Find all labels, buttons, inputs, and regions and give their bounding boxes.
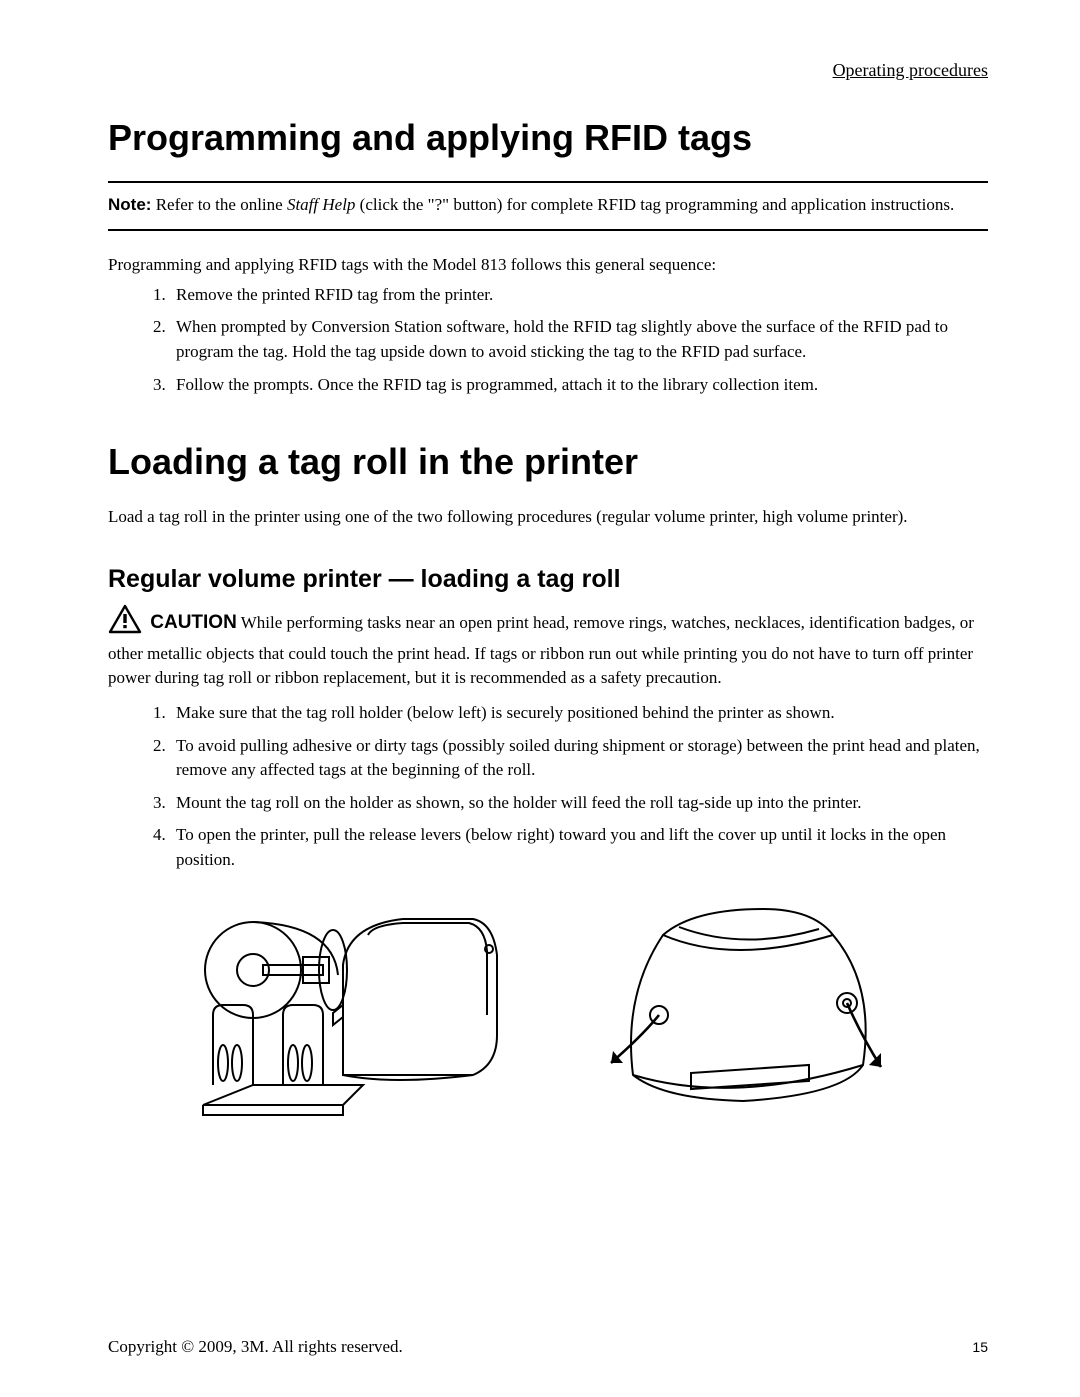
- list-item: To avoid pulling adhesive or dirty tags …: [170, 734, 988, 783]
- list-item: When prompted by Conversion Station soft…: [170, 315, 988, 364]
- list-item: Follow the prompts. Once the RFID tag is…: [170, 373, 988, 398]
- section1-steps: Remove the printed RFID tag from the pri…: [108, 283, 988, 398]
- note-label: Note:: [108, 195, 151, 214]
- running-head: Operating procedures: [108, 60, 988, 81]
- caution-block: CAUTION While performing tasks near an o…: [108, 604, 988, 691]
- list-item: Mount the tag roll on the holder as show…: [170, 791, 988, 816]
- section2-sub1-steps: Make sure that the tag roll holder (belo…: [108, 701, 988, 873]
- note-post: (click the "?" button) for complete RFID…: [355, 195, 954, 214]
- section2-sub1-title: Regular volume printer — loading a tag r…: [108, 565, 988, 594]
- figure-left: [193, 895, 513, 1125]
- list-item: Remove the printed RFID tag from the pri…: [170, 283, 988, 308]
- note-pre: Refer to the online: [151, 195, 287, 214]
- section1-intro: Programming and applying RFID tags with …: [108, 253, 988, 277]
- caution-icon: [108, 604, 142, 642]
- rule-bottom: [108, 229, 988, 231]
- caution-label: CAUTION: [150, 612, 237, 633]
- figure-right: [583, 895, 903, 1125]
- section1-title: Programming and applying RFID tags: [108, 117, 988, 159]
- copyright-text: Copyright © 2009, 3M. All rights reserve…: [108, 1337, 403, 1357]
- note-block: Note: Refer to the online Staff Help (cl…: [108, 183, 988, 229]
- figure-row: [108, 895, 988, 1125]
- page-footer: Copyright © 2009, 3M. All rights reserve…: [108, 1337, 988, 1357]
- list-item: To open the printer, pull the release le…: [170, 823, 988, 872]
- page: Operating procedures Programming and app…: [0, 0, 1080, 1397]
- section2-title: Loading a tag roll in the printer: [108, 441, 988, 483]
- page-number: 15: [972, 1339, 988, 1355]
- note-italic: Staff Help: [287, 195, 355, 214]
- section2-intro: Load a tag roll in the printer using one…: [108, 505, 988, 529]
- caution-text: While performing tasks near an open prin…: [108, 613, 974, 687]
- list-item: Make sure that the tag roll holder (belo…: [170, 701, 988, 726]
